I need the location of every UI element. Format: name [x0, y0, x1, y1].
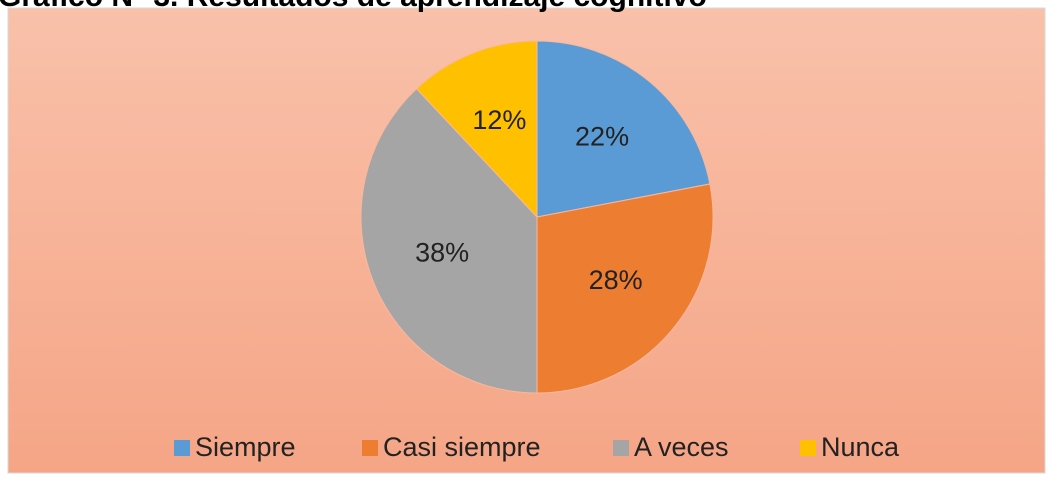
legend-swatch: [613, 440, 629, 456]
legend-swatch: [800, 440, 816, 456]
legend-label: Nunca: [821, 432, 900, 462]
legend-label: Casi siempre: [383, 432, 541, 462]
pie-slice: [415, 40, 538, 219]
data-label: 12%: [472, 105, 526, 135]
legend-swatch: [362, 440, 378, 456]
legend-swatch: [174, 440, 190, 456]
data-label: 28%: [589, 265, 643, 295]
chart-title: Gráfico N° 3. Resultados de aprendizaje …: [0, 0, 707, 13]
legend-label: A veces: [634, 432, 729, 462]
pie-slice: [536, 40, 711, 218]
pie-slice: [360, 87, 538, 394]
data-label: 22%: [575, 121, 629, 151]
data-label: 38%: [415, 238, 469, 268]
pie-slice: [536, 183, 714, 394]
legend-label: Siempre: [195, 432, 296, 462]
